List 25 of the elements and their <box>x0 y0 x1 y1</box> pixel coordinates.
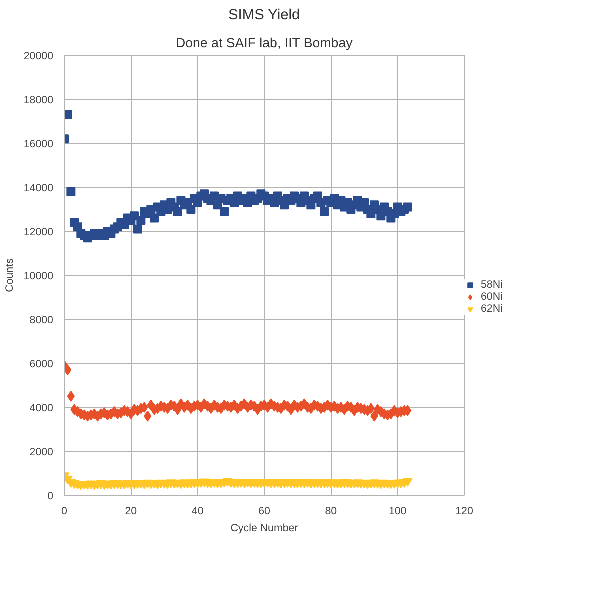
y-tick-label: 18000 <box>24 94 54 106</box>
y-tick-label: 2000 <box>30 446 54 458</box>
x-tick-label: 100 <box>388 506 407 518</box>
y-tick-label: 8000 <box>30 314 54 326</box>
y-axis-title: Counts <box>4 258 16 292</box>
y-tick-label: 4000 <box>30 402 54 414</box>
x-tick-label: 40 <box>192 506 204 518</box>
x-tick-label: 0 <box>62 506 68 518</box>
x-tick-label: 80 <box>325 506 338 518</box>
y-tick-label: 14000 <box>24 182 54 194</box>
legend-label: 62Ni <box>481 303 503 315</box>
x-axis-title: Cycle Number <box>230 522 299 534</box>
chart-title: SIMS Yield <box>228 8 300 24</box>
y-tick-label: 12000 <box>24 226 54 238</box>
y-tick-label: 16000 <box>24 138 54 150</box>
x-tick-label: 120 <box>456 506 474 518</box>
legend-label: 58Ni <box>481 279 503 291</box>
x-tick-label: 20 <box>125 506 138 518</box>
y-tick-label: 10000 <box>24 270 54 282</box>
y-tick-label: 20000 <box>24 50 54 62</box>
legend-label: 60Ni <box>481 291 503 303</box>
x-tick-label: 60 <box>258 506 270 518</box>
chart-subtitle: Done at SAIF lab, IIT Bombay <box>176 36 354 50</box>
y-tick-label: 6000 <box>30 358 54 370</box>
y-tick-label: 0 <box>48 490 54 502</box>
